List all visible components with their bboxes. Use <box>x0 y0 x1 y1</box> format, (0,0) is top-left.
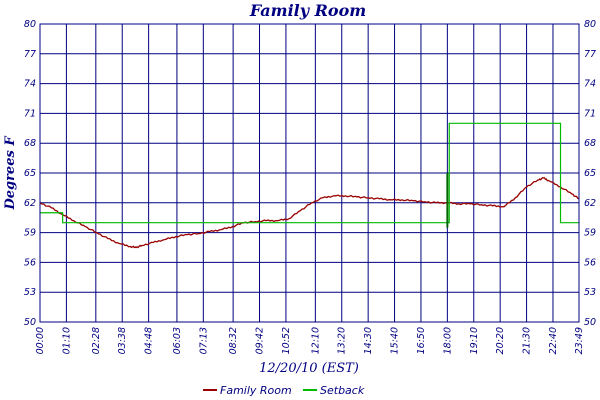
legend-label-setback: Setback <box>320 384 365 397</box>
chart-title: Family Room <box>249 1 366 20</box>
x-tick-label: 23:49 <box>574 327 585 354</box>
series-line-setback <box>40 122 579 224</box>
y-tick-label: 74 <box>24 79 36 90</box>
y-tick-label-right: 53 <box>584 287 596 298</box>
x-tick-label: 06:03 <box>172 327 183 354</box>
x-axis: 00:00 01:10 02:28 03:38 04:48 06:03 07:13 08:32… <box>35 327 585 354</box>
y-tick-label: 53 <box>24 287 36 298</box>
y-tick-label-right: 50 <box>584 317 596 328</box>
y-axis-left: 50 53 56 59 62 65 68 71 74 77 80 <box>24 19 36 328</box>
y-tick-label: 80 <box>24 19 36 30</box>
x-axis-label: 12/20/10 (EST) <box>259 361 359 376</box>
y-tick-label: 62 <box>24 198 36 209</box>
x-tick-label: 00:00 <box>35 327 46 354</box>
x-tick-label: 22:40 <box>548 327 559 354</box>
x-tick-label: 02:28 <box>91 327 102 354</box>
y-axis-right: 50 53 56 59 62 65 68 71 74 77 80 <box>584 19 596 328</box>
plot-border <box>39 23 580 323</box>
y-axis-label: Degrees F <box>3 136 18 211</box>
legend: Family Room Setback <box>203 384 365 397</box>
x-tick-label: 20:20 <box>495 327 506 354</box>
x-tick-label: 16:50 <box>416 327 427 354</box>
series-line-family-room <box>39 176 580 249</box>
y-tick-label: 56 <box>24 257 36 268</box>
x-tick-label: 10:52 <box>281 327 292 354</box>
x-tick-label: 19:10 <box>469 327 480 354</box>
x-tick-label: 15:40 <box>390 327 401 354</box>
x-tick-label: 12:10 <box>310 327 321 354</box>
x-tick-label: 14:30 <box>363 327 374 354</box>
y-tick-label-right: 74 <box>584 79 596 90</box>
series-layer <box>39 122 580 249</box>
y-tick-label-right: 71 <box>584 108 596 119</box>
y-tick-label: 65 <box>24 168 36 179</box>
x-tick-label: 18:00 <box>442 327 453 354</box>
x-tick-label: 08:32 <box>228 327 239 354</box>
y-tick-label: 71 <box>24 108 36 119</box>
x-tick-label: 09:42 <box>255 327 266 354</box>
y-tick-label-right: 77 <box>584 49 596 60</box>
y-tick-label-right: 56 <box>584 257 596 268</box>
legend-label-family-room: Family Room <box>220 384 292 397</box>
x-tick-label: 04:48 <box>144 327 155 354</box>
y-tick-label-right: 59 <box>584 228 596 239</box>
y-tick-label-right: 80 <box>584 19 596 30</box>
x-tick-label: 21:30 <box>522 327 533 354</box>
y-tick-label: 77 <box>24 49 36 60</box>
x-tick-label: 07:13 <box>198 327 209 354</box>
x-tick-label: 01:10 <box>61 327 72 354</box>
x-tick-label: 03:38 <box>117 327 128 354</box>
y-tick-label: 68 <box>24 138 36 149</box>
x-tick-label: 13:20 <box>337 327 348 354</box>
y-tick-label: 59 <box>24 228 36 239</box>
y-tick-label-right: 65 <box>584 168 596 179</box>
y-tick-label-right: 68 <box>584 138 596 149</box>
y-tick-label-right: 62 <box>584 198 596 209</box>
y-tick-label: 50 <box>24 317 36 328</box>
